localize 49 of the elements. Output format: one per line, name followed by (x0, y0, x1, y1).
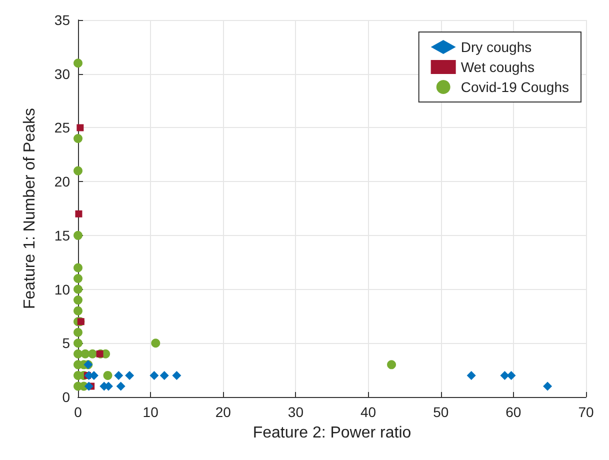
x-tick-label: 50 (433, 404, 449, 420)
point (88, 349, 98, 358)
point (74, 134, 82, 143)
point (543, 382, 552, 391)
y-tick-label: 25 (54, 120, 70, 136)
x-tick-label: 40 (360, 404, 376, 420)
point (466, 370, 476, 380)
point (387, 360, 396, 370)
point (75, 210, 82, 218)
point (103, 370, 112, 380)
legend-label: Wet coughs (460, 59, 534, 75)
point (74, 263, 82, 272)
point (74, 306, 82, 316)
point (84, 382, 94, 391)
point (74, 338, 82, 348)
x-tick-label: 70 (578, 404, 594, 420)
point (150, 370, 159, 380)
point (114, 370, 124, 380)
y-tick-label: 0 (62, 389, 70, 405)
y-tick-label: 20 (54, 174, 70, 190)
x-tick-label: 30 (288, 404, 304, 420)
point (74, 349, 82, 358)
point (74, 166, 82, 176)
point (116, 382, 126, 391)
legend-label: Covid-19 Coughs (460, 79, 569, 95)
point (74, 328, 82, 337)
point (151, 338, 160, 348)
y-tick-label: 30 (54, 66, 70, 82)
point (506, 370, 516, 380)
x-tick-label: 0 (74, 404, 82, 420)
x-tick-label: 60 (506, 404, 522, 420)
y-tick-label: 35 (54, 12, 70, 28)
point (76, 124, 84, 132)
point (74, 230, 82, 240)
point (172, 370, 182, 380)
point (74, 296, 82, 305)
y-tick-label: 10 (54, 281, 70, 298)
x-axis-title: Feature 2: Power ratio (252, 424, 412, 442)
point (125, 370, 134, 380)
point (74, 284, 82, 294)
y-axis-title: Feature 1: Number of Peaks (22, 108, 38, 309)
x-tick-label: 10 (142, 404, 159, 420)
x-tick-label: 20 (215, 404, 232, 420)
point (74, 58, 82, 68)
y-tick-label: 15 (54, 227, 70, 244)
point (160, 370, 169, 380)
point (74, 274, 82, 284)
legend-label: Dry coughs (460, 39, 532, 55)
y-tick-label: 5 (62, 335, 70, 352)
